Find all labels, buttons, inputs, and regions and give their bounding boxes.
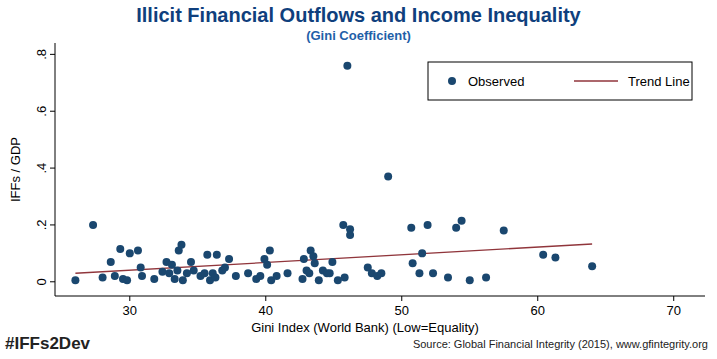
point bbox=[266, 247, 274, 255]
y-tick-label: .6 bbox=[34, 106, 49, 117]
point bbox=[418, 249, 426, 257]
y-tick bbox=[50, 224, 55, 225]
point bbox=[137, 264, 145, 272]
point bbox=[71, 276, 79, 284]
x-tick-label: 60 bbox=[531, 303, 545, 318]
point bbox=[158, 268, 166, 276]
point bbox=[482, 274, 490, 282]
point bbox=[111, 272, 119, 280]
y-tick bbox=[50, 54, 55, 55]
legend-symbol bbox=[574, 80, 618, 81]
point bbox=[326, 269, 334, 277]
y-axis bbox=[55, 43, 56, 296]
point bbox=[407, 224, 415, 232]
point bbox=[452, 224, 460, 232]
point bbox=[107, 258, 115, 266]
point bbox=[415, 269, 423, 277]
point bbox=[179, 276, 187, 284]
point bbox=[150, 275, 158, 283]
point bbox=[409, 259, 417, 267]
chart: Illicit Financial Outflows and Income In… bbox=[0, 0, 717, 359]
point bbox=[221, 264, 229, 272]
y-tick bbox=[50, 111, 55, 112]
background bbox=[0, 0, 717, 359]
x-tick bbox=[401, 296, 402, 301]
y-tick-label: .2 bbox=[34, 220, 49, 231]
x-tick-label: 50 bbox=[395, 303, 409, 318]
y-tick-label: .4 bbox=[34, 163, 49, 174]
point bbox=[539, 251, 547, 259]
point bbox=[339, 221, 347, 229]
x-axis bbox=[55, 296, 705, 297]
point bbox=[444, 274, 452, 282]
x-tick bbox=[673, 296, 674, 301]
legend-symbol bbox=[448, 77, 456, 85]
point bbox=[346, 225, 354, 233]
point bbox=[305, 269, 313, 277]
point bbox=[123, 276, 131, 284]
point bbox=[311, 259, 319, 267]
point bbox=[429, 269, 437, 277]
x-tick-label: 40 bbox=[259, 303, 273, 318]
point bbox=[116, 245, 124, 253]
point bbox=[273, 272, 281, 280]
point bbox=[99, 274, 107, 282]
point bbox=[588, 262, 596, 270]
point bbox=[309, 252, 317, 260]
y-axis-label: IFFs / GDP bbox=[8, 137, 23, 202]
point bbox=[424, 221, 432, 229]
point bbox=[232, 272, 240, 280]
point bbox=[187, 258, 195, 266]
legend-box bbox=[428, 62, 692, 100]
point bbox=[263, 261, 271, 269]
point bbox=[126, 249, 134, 257]
x-tick-label: 70 bbox=[666, 303, 680, 318]
point bbox=[328, 258, 336, 266]
point bbox=[213, 251, 221, 259]
y-tick-label: .8 bbox=[34, 49, 49, 60]
point bbox=[458, 217, 466, 225]
point bbox=[244, 269, 252, 277]
point bbox=[384, 173, 392, 181]
point bbox=[225, 255, 233, 263]
source-note: Source: Global Financial Integrity (2015… bbox=[413, 338, 708, 350]
point bbox=[203, 251, 211, 259]
point bbox=[315, 276, 323, 284]
x-tick bbox=[129, 296, 130, 301]
point bbox=[173, 266, 181, 274]
x-axis-label: Gini Index (World Bank) (Low=Equality) bbox=[251, 320, 479, 335]
point bbox=[341, 274, 349, 282]
trend-line bbox=[75, 244, 592, 273]
title: Illicit Financial Outflows and Income In… bbox=[136, 4, 581, 26]
point bbox=[500, 227, 508, 235]
y-tick-label: 0 bbox=[34, 278, 49, 285]
point bbox=[138, 272, 146, 280]
legend-label: Observed bbox=[468, 74, 524, 89]
point bbox=[466, 276, 474, 284]
point bbox=[377, 269, 385, 277]
point bbox=[298, 275, 306, 283]
y-tick bbox=[50, 281, 55, 282]
point bbox=[256, 272, 264, 280]
point bbox=[201, 269, 209, 277]
point bbox=[551, 254, 559, 262]
point bbox=[300, 255, 308, 263]
x-tick bbox=[265, 296, 266, 301]
point bbox=[177, 241, 185, 249]
point bbox=[190, 266, 198, 274]
x-tick-label: 30 bbox=[123, 303, 137, 318]
point bbox=[89, 221, 97, 229]
subtitle: (Gini Coefficient) bbox=[306, 28, 411, 43]
legend: Observed Trend Line bbox=[428, 62, 692, 100]
point bbox=[211, 274, 219, 282]
point bbox=[284, 269, 292, 277]
legend-label: Trend Line bbox=[628, 74, 690, 89]
point bbox=[343, 62, 351, 70]
x-tick bbox=[537, 296, 538, 301]
point bbox=[171, 275, 179, 283]
y-tick bbox=[50, 168, 55, 169]
hashtag: #IFFs2Dev bbox=[5, 334, 91, 353]
point bbox=[134, 247, 142, 255]
